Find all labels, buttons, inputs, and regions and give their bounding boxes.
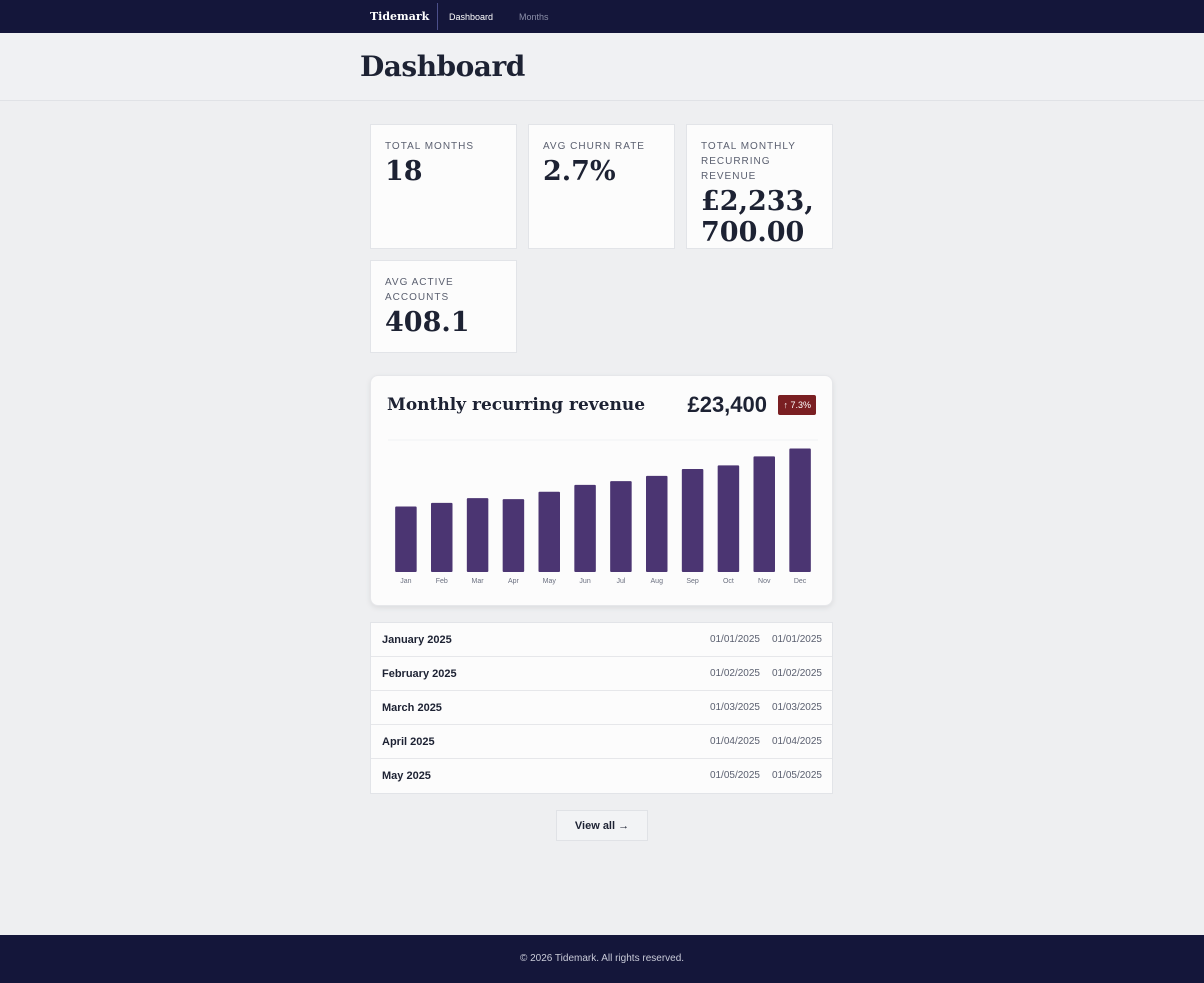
bar [753, 456, 775, 572]
month-name: February 2025 [382, 668, 457, 680]
x-tick-label: Aug [651, 578, 664, 585]
bar [646, 475, 668, 572]
month-row[interactable]: February 2025 01/02/2025 01/02/2025 [371, 657, 832, 691]
stat-value: 408.1 [385, 307, 470, 338]
month-list: January 2025 01/01/2025 01/01/2025 February… [370, 622, 833, 794]
x-tick-label: Dec [794, 578, 807, 585]
x-tick-label: May [543, 578, 557, 585]
stat-label: TOTAL MONTHS [385, 141, 475, 152]
bar [717, 465, 740, 572]
month-name: January 2025 [382, 634, 452, 646]
stat-label: TOTAL MONTHLY RECURRING REVENUE [701, 141, 796, 182]
nav-separator [437, 3, 438, 30]
end-date: 01/05/2025 [771, 770, 822, 781]
bar [502, 499, 525, 572]
x-tick-label: Jan [400, 578, 411, 585]
chart-title: Monthly recurring revenue [387, 395, 646, 415]
bar [681, 469, 704, 572]
stat-label: AVG CHURN RATE [543, 141, 645, 152]
stat-value: £2,233,700.00 [701, 186, 814, 248]
start-date: 01/04/2025 [709, 736, 760, 747]
start-date: 01/05/2025 [709, 770, 760, 781]
view-all-button[interactable]: View all → [556, 810, 648, 841]
start-date: 01/03/2025 [709, 702, 760, 713]
stat-card: TOTAL MONTHS 18 [370, 124, 517, 249]
month-row[interactable]: May 2025 01/05/2025 01/05/2025 [371, 759, 832, 793]
chart: Jan Feb Mar Apr May Jun Jul Aug Sep Oct Nov Dec [388, 439, 818, 585]
start-date: 01/01/2025 [709, 634, 760, 645]
page-title: Dashboard [360, 50, 525, 83]
bar [574, 484, 596, 572]
x-tick-label: Mar [472, 578, 485, 585]
stat-value: 18 [385, 156, 423, 187]
bar [610, 481, 632, 572]
page-header: Dashboard [0, 33, 1204, 101]
month-row[interactable]: April 2025 01/04/2025 01/04/2025 [371, 725, 832, 759]
footer: © 2026 Tidemark. All rights reserved. [0, 935, 1204, 983]
stat-label: AVG ACTIVE ACCOUNTS [385, 277, 454, 303]
bar [789, 448, 811, 572]
stat-card: TOTAL MONTHLY RECURRING REVENUE £2,233,7… [686, 124, 833, 249]
stat-card: AVG CHURN RATE 2.7% [528, 124, 675, 249]
end-date: 01/02/2025 [771, 668, 822, 679]
x-tick-label: Oct [723, 578, 734, 585]
brand[interactable]: Tidemark [370, 10, 430, 23]
chart-card: Monthly recurring revenue £23,400 ↑ 7.3%… [370, 375, 833, 606]
footer-text: © 2026 Tidemark. All rights reserved. [519, 953, 685, 964]
x-tick-label: Feb [436, 578, 448, 585]
bar [538, 491, 560, 572]
nav-link[interactable]: Months [519, 12, 549, 22]
bar [466, 498, 489, 572]
end-date: 01/03/2025 [771, 702, 822, 713]
x-tick-label: Jul [616, 578, 625, 585]
change-badge: ↑ 7.3% [778, 395, 816, 415]
chart-total: £23,400 [687, 392, 767, 417]
x-tick-label: Apr [508, 578, 520, 585]
x-tick-label: Nov [758, 578, 771, 585]
navbar: Tidemark Dashboard Months [0, 0, 1204, 33]
end-date: 01/04/2025 [771, 736, 822, 747]
bar [431, 502, 453, 572]
month-name: April 2025 [382, 736, 435, 748]
x-tick-label: Sep [686, 578, 699, 585]
month-row[interactable]: January 2025 01/01/2025 01/01/2025 [371, 623, 832, 657]
nav-link[interactable]: Dashboard [449, 12, 494, 22]
month-row[interactable]: March 2025 01/03/2025 01/03/2025 [371, 691, 832, 725]
bar [395, 506, 417, 572]
start-date: 01/02/2025 [709, 668, 760, 679]
end-date: 01/01/2025 [771, 634, 822, 645]
stat-value: 2.7% [543, 156, 616, 187]
month-name: March 2025 [382, 702, 442, 714]
x-tick-label: Jun [579, 578, 590, 585]
month-name: May 2025 [382, 770, 431, 782]
stat-card: AVG ACTIVE ACCOUNTS 408.1 [370, 260, 517, 353]
